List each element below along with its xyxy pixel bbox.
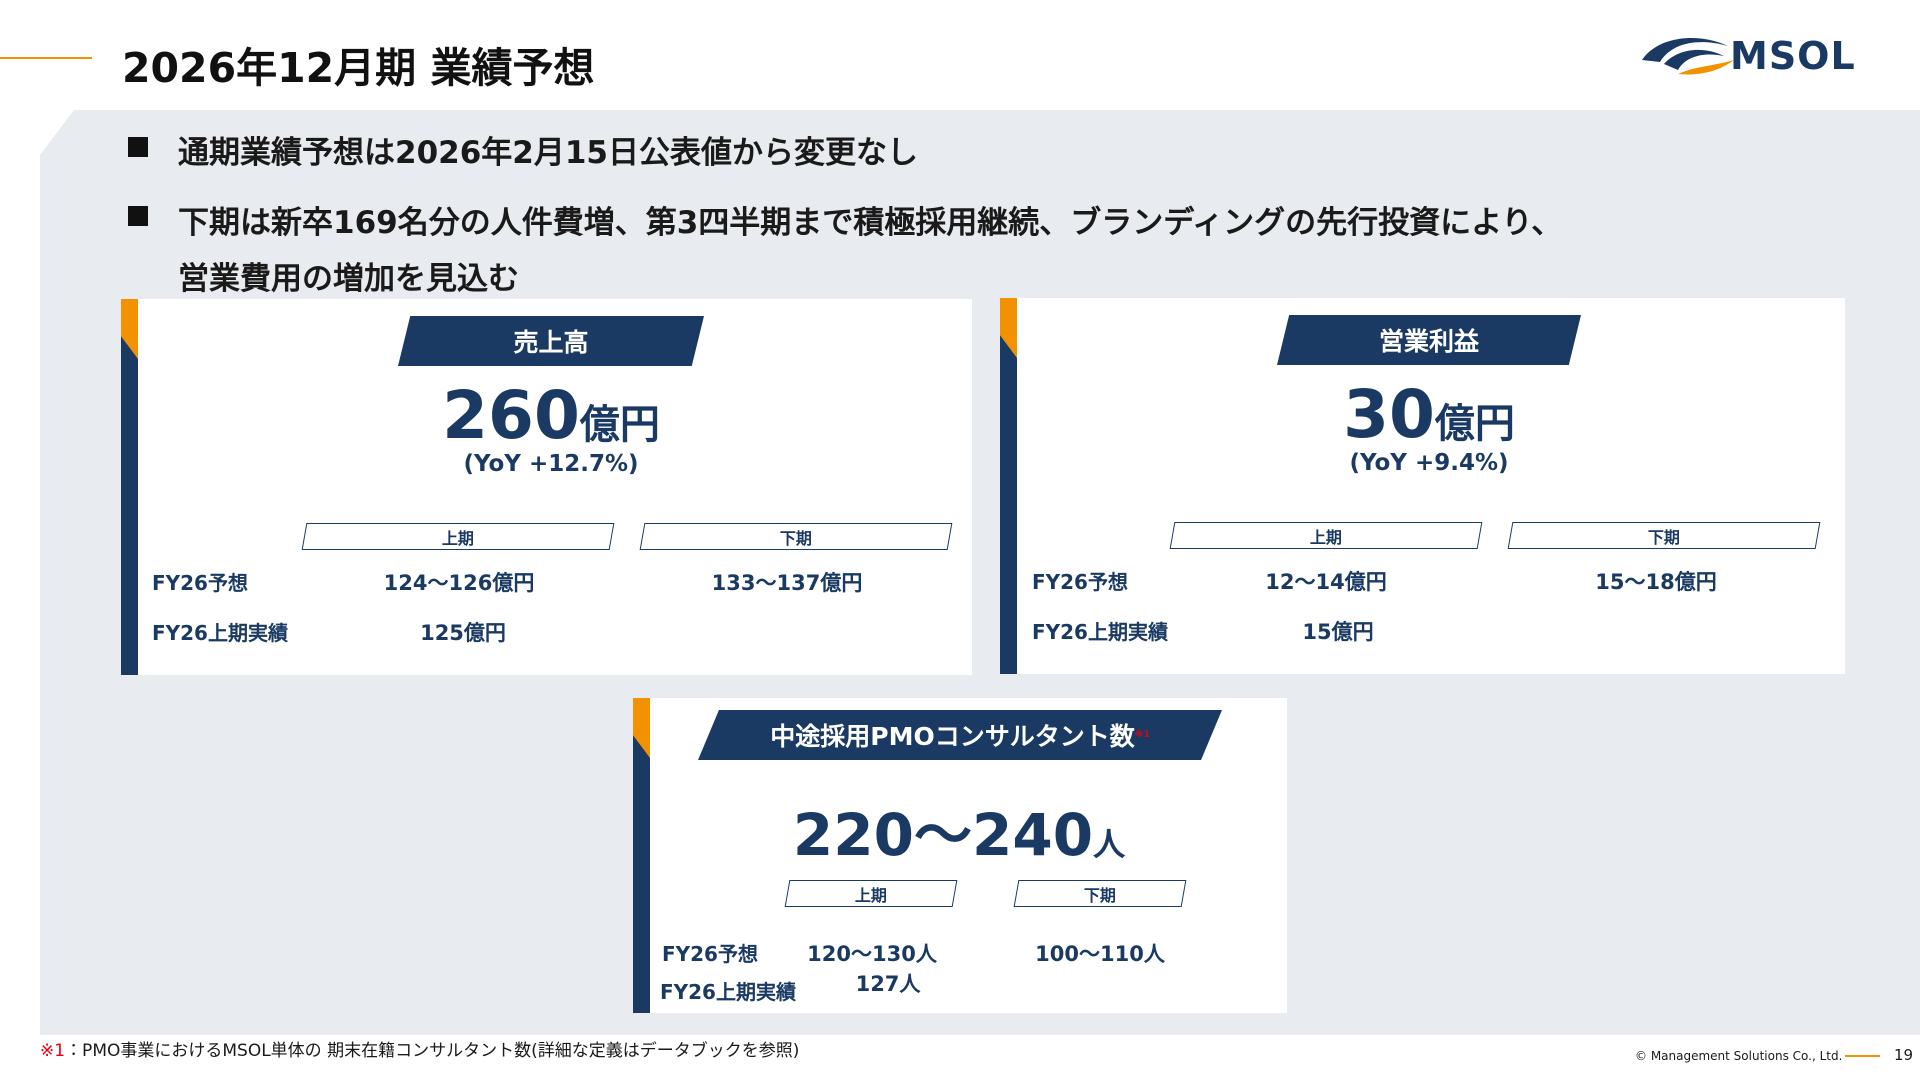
card-bar <box>121 299 138 675</box>
footnote-text: ：PMO事業におけるMSOL単体の 期末在籍コンサルタント数(詳細な定義はデータ… <box>65 1041 800 1061</box>
card-label: 売上高 <box>398 316 704 366</box>
column-header: 上期 <box>784 880 958 907</box>
row-value: 12～14億円 <box>1265 570 1387 594</box>
column-header-text: 上期 <box>1309 527 1342 547</box>
headline: 30億円 <box>1343 376 1515 453</box>
card: 中途採用PMOコンサルタント数 ※1 220～240人 上期 下期 FY26予想 … <box>633 698 1287 1013</box>
bullet-mark <box>128 137 148 157</box>
row-value: 100～110人 <box>1035 942 1165 966</box>
row-value: 124～126億円 <box>383 571 535 595</box>
bullet-line: 下期は新卒169名分の人件費増、第3四半期まで積極採用継続、ブランディングの先行… <box>178 205 1563 241</box>
footnote-mark: ※1 <box>40 1041 66 1061</box>
logo: MSOL <box>1638 30 1878 80</box>
card: 売上高 260億円 (YoY +12.7%) 上期 下期 FY26予想 124～… <box>121 299 972 675</box>
column-header: 上期 <box>1169 522 1483 549</box>
card-label-text: 中途採用PMOコンサルタント数 <box>770 722 1135 751</box>
copyright: © Management Solutions Co., Ltd. <box>1635 1049 1843 1063</box>
column-header: 下期 <box>639 523 953 550</box>
headline-unit: 億円 <box>1434 401 1515 447</box>
headline: 220～240人 <box>793 788 1125 872</box>
column-header-text: 下期 <box>779 528 812 548</box>
bullet: 通期業績予想は2026年2月15日公表値から変更なし <box>178 135 918 171</box>
bullet-line: 営業費用の増加を見込む <box>178 261 519 297</box>
headline-value: 220～240 <box>792 801 1094 869</box>
headline-unit: 人 <box>1093 825 1126 863</box>
logo-text: MSOL <box>1730 34 1856 78</box>
bullet-mark <box>128 206 148 226</box>
card-label: 中途採用PMOコンサルタント数 ※1 <box>698 710 1222 760</box>
headline: 260億円 <box>442 377 660 454</box>
card: 営業利益 30億円 (YoY +9.4%) 上期 下期 FY26予想 12～14… <box>1000 298 1845 674</box>
bullet: 下期は新卒169名分の人件費増、第3四半期まで積極採用継続、ブランディングの先行… <box>178 195 1858 307</box>
footnote: ※1：PMO事業におけるMSOL単体の 期末在籍コンサルタント数(詳細な定義はデ… <box>40 1036 799 1061</box>
column-header-text: 下期 <box>1647 527 1680 547</box>
row-value: 125億円 <box>420 621 506 645</box>
headline-value: 260 <box>442 377 580 454</box>
accent-line <box>0 57 92 59</box>
title: 2026年12月期 業績予想 <box>122 44 595 92</box>
row-label: FY26上期実績 <box>152 621 288 645</box>
row-value: 120～130人 <box>807 942 937 966</box>
page-number: 19 <box>1894 1046 1914 1064</box>
card-bar <box>633 698 650 1013</box>
column-header: 上期 <box>301 523 615 550</box>
row-label: FY26上期実績 <box>1032 620 1168 644</box>
yoy: (YoY +9.4%) <box>1349 450 1509 476</box>
headline-unit: 億円 <box>579 402 660 448</box>
row-label: FY26予想 <box>152 571 248 595</box>
row-value: 133～137億円 <box>711 571 863 595</box>
headline-value: 30 <box>1343 376 1435 453</box>
column-header: 下期 <box>1013 880 1187 907</box>
row-value: 15億円 <box>1302 620 1374 644</box>
column-header-text: 上期 <box>854 885 887 905</box>
row-label: FY26予想 <box>1032 570 1128 594</box>
row-value: 15～18億円 <box>1595 570 1717 594</box>
logo-mark <box>1642 37 1734 75</box>
card-label: 営業利益 <box>1277 315 1581 365</box>
row-label: FY26上期実績 <box>660 980 796 1004</box>
column-header-text: 上期 <box>441 528 474 548</box>
column-header: 下期 <box>1507 522 1821 549</box>
yoy: (YoY +12.7%) <box>463 451 639 477</box>
column-header-text: 下期 <box>1083 885 1116 905</box>
note-mark: ※1 <box>1134 730 1150 740</box>
footer-line <box>1845 1055 1880 1057</box>
row-label: FY26予想 <box>662 942 758 966</box>
row-value: 127人 <box>855 972 921 996</box>
card-bar <box>1000 298 1017 674</box>
